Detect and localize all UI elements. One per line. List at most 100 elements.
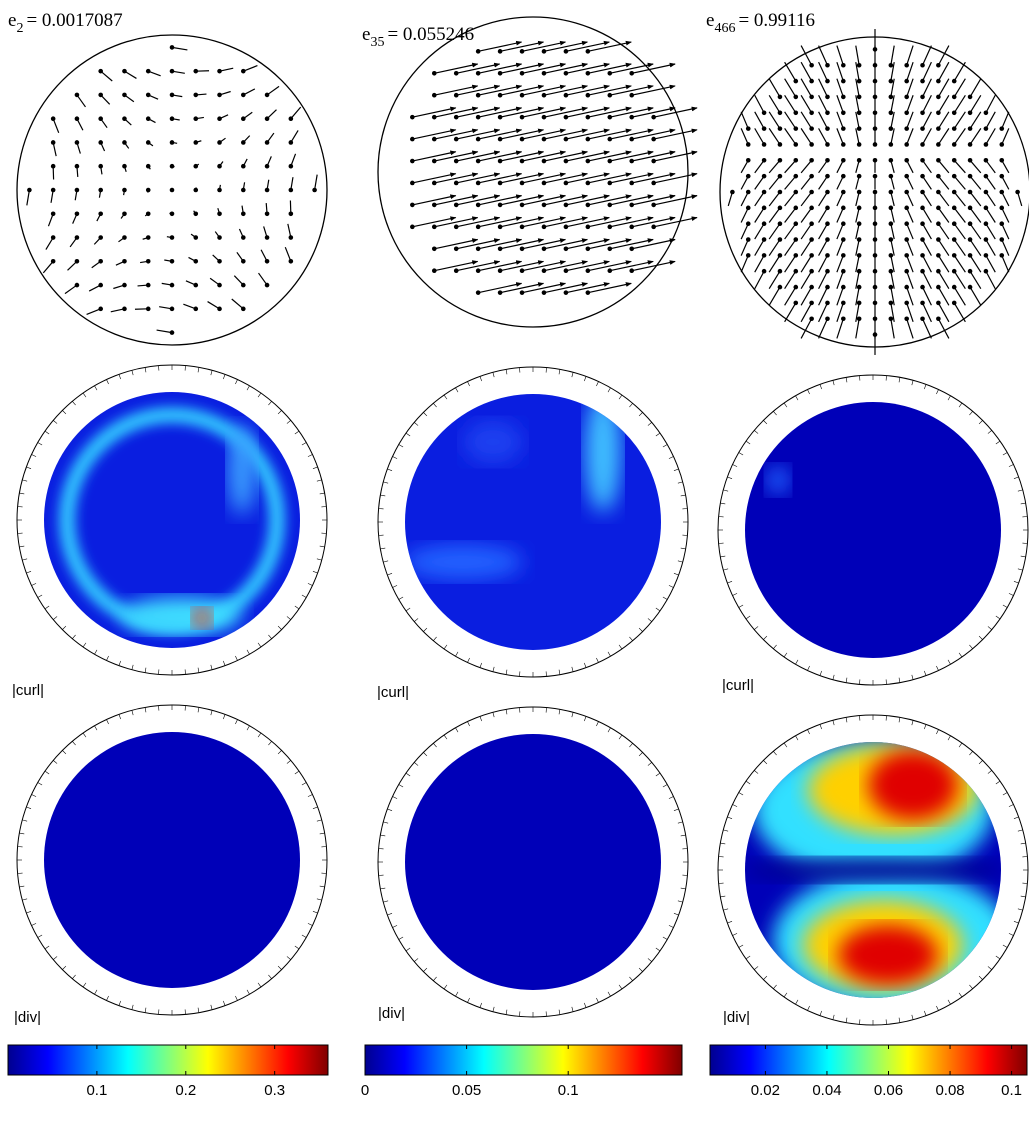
ring-tick	[979, 636, 983, 640]
vector-base	[889, 158, 894, 163]
vector-base	[968, 110, 973, 115]
ring-tick	[145, 1008, 146, 1013]
vector-base	[809, 221, 814, 226]
vector-base	[607, 203, 612, 208]
heat-blob	[838, 925, 938, 985]
ring-tick	[846, 717, 847, 722]
ring-tick	[406, 608, 410, 611]
ring-tick	[727, 477, 732, 479]
vector-base	[193, 140, 198, 145]
ring-tick	[948, 396, 951, 400]
vector-base	[952, 253, 957, 258]
vector-base	[564, 225, 569, 230]
ring-tick	[559, 369, 560, 374]
ring-tick	[669, 796, 674, 798]
ring-tick	[22, 899, 27, 900]
vector	[907, 224, 913, 239]
vector-base	[746, 158, 751, 163]
ring-tick	[456, 652, 459, 656]
ring-tick	[807, 666, 809, 671]
ring-tick	[295, 431, 299, 434]
ring-tick	[38, 595, 42, 598]
ring-tick	[846, 1018, 847, 1023]
vector-base	[809, 142, 814, 147]
vector-base	[586, 115, 591, 120]
heatmap-panel	[17, 365, 327, 675]
ring-tick	[268, 401, 271, 405]
ring-tick	[648, 958, 652, 961]
vector	[907, 319, 913, 339]
vector-base	[841, 237, 846, 242]
vector	[755, 240, 764, 256]
vector-base	[936, 142, 941, 147]
vector-base	[193, 235, 198, 240]
vector-base	[873, 206, 878, 211]
vector-base	[98, 93, 103, 98]
vector	[819, 128, 828, 144]
vector-base	[170, 69, 175, 74]
vector-base	[952, 301, 957, 306]
vector	[954, 128, 965, 144]
ring-tick	[62, 966, 66, 970]
ring-tick	[656, 773, 660, 776]
vector-base	[542, 225, 547, 230]
ring-tick	[996, 781, 1000, 784]
ring-tick	[467, 998, 469, 1003]
vector-base	[841, 269, 846, 274]
vector	[970, 208, 981, 223]
vector-base	[952, 142, 957, 147]
ring-tick	[198, 668, 199, 673]
vector	[970, 176, 981, 189]
vector	[954, 208, 965, 223]
vector	[938, 240, 949, 256]
ring-tick	[414, 422, 418, 425]
vector-base	[809, 190, 814, 195]
vector-base	[778, 158, 783, 163]
vector-base	[241, 69, 246, 74]
vector-field	[378, 17, 697, 327]
ring-tick	[132, 665, 133, 670]
ring-tick	[833, 720, 834, 725]
ring-tick	[145, 707, 146, 712]
ring-tick	[1021, 843, 1026, 844]
vector	[986, 208, 995, 223]
ring-tick	[1021, 503, 1026, 504]
vector-base	[825, 158, 830, 163]
vector	[923, 208, 932, 223]
vector-base	[122, 69, 127, 74]
vector-base	[968, 95, 973, 100]
vector-base	[889, 237, 894, 242]
vector-base	[498, 290, 503, 295]
vector	[785, 160, 796, 173]
vector-base	[607, 159, 612, 164]
ring-tick	[83, 983, 86, 987]
vector	[907, 208, 913, 223]
ring-tick	[268, 741, 271, 745]
ring-tick	[308, 583, 313, 585]
vector-base	[476, 49, 481, 54]
ring-tick	[979, 976, 983, 980]
ring-tick	[739, 793, 743, 796]
vector	[741, 112, 748, 129]
vector-base	[542, 246, 547, 251]
vector-base	[904, 174, 909, 179]
ring-tick	[820, 384, 822, 389]
ring-tick	[72, 975, 75, 979]
vector-base	[968, 174, 973, 179]
ring-tick	[383, 901, 388, 902]
vector-base	[873, 253, 878, 258]
vector	[923, 319, 932, 339]
vector-base	[607, 268, 612, 273]
vector-base	[75, 93, 80, 98]
ring-tick	[22, 480, 27, 481]
vector-base	[586, 49, 591, 54]
vector-base	[873, 332, 878, 337]
vector-base	[778, 95, 783, 100]
vector-base	[289, 116, 294, 121]
vector-base	[629, 159, 634, 164]
title-value: = 0.0017087	[26, 10, 122, 31]
vector-base	[873, 237, 878, 242]
vector-base	[825, 253, 830, 258]
vector-base	[904, 126, 909, 131]
panel-title: e466= 0.99116	[706, 10, 815, 36]
